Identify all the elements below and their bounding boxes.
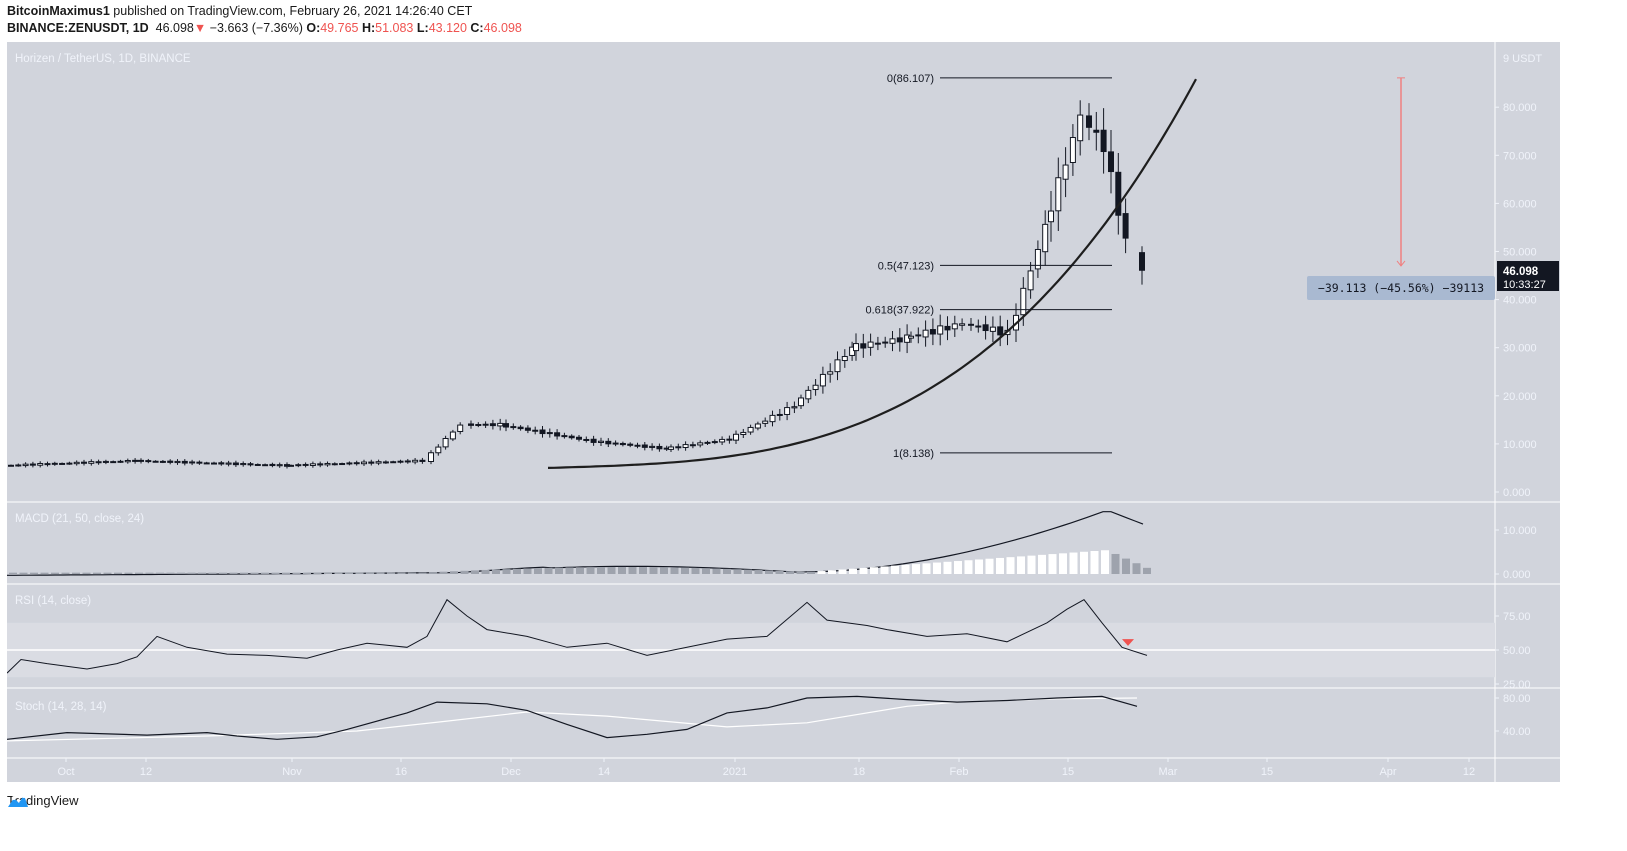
publish-info: BitcoinMaximus1 published on TradingView… (7, 4, 472, 18)
svg-text:30.000: 30.000 (1503, 343, 1537, 355)
high-value: 51.083 (375, 21, 414, 35)
svg-text:2021: 2021 (723, 766, 747, 778)
svg-text:0.000: 0.000 (1503, 569, 1531, 581)
svg-text:Dec: Dec (501, 766, 521, 778)
high-label: H: (361, 21, 376, 35)
svg-text:12: 12 (1463, 766, 1475, 778)
svg-text:46.098: 46.098 (1503, 266, 1539, 278)
down-arrow-icon: ▼ (193, 21, 207, 35)
svg-text:Apr: Apr (1379, 766, 1396, 778)
svg-text:40.00: 40.00 (1503, 726, 1531, 738)
svg-text:16: 16 (395, 766, 407, 778)
svg-text:0(86.107): 0(86.107) (887, 73, 934, 85)
svg-text:1(8.138): 1(8.138) (893, 448, 934, 460)
svg-text:Nov: Nov (282, 766, 302, 778)
svg-text:15: 15 (1261, 766, 1273, 778)
last-price: 46.098 (155, 21, 194, 35)
svg-text:15: 15 (1062, 766, 1074, 778)
open-value: 49.765 (320, 21, 359, 35)
price-change: −3.663 (−7.36%) (209, 21, 303, 35)
chart-container[interactable]: Horizen / TetherUS, 1D, BINANCE MACD (21,… (7, 42, 1560, 782)
open-label: O: (306, 21, 321, 35)
svg-text:0.618(37.922): 0.618(37.922) (866, 305, 935, 317)
svg-text:10:33:27: 10:33:27 (1503, 279, 1546, 291)
svg-text:75.00: 75.00 (1503, 611, 1531, 623)
svg-text:12: 12 (140, 766, 152, 778)
svg-text:−39.113 (−45.56%) −39113: −39.113 (−45.56%) −39113 (1318, 281, 1484, 295)
publisher-name: BitcoinMaximus1 (7, 4, 110, 18)
svg-text:Stoch (14, 28, 14): Stoch (14, 28, 14) (15, 701, 107, 713)
svg-text:MACD (21, 50, close, 24): MACD (21, 50, close, 24) (15, 513, 144, 525)
svg-text:18: 18 (853, 766, 865, 778)
low-label: L: (416, 21, 429, 35)
svg-text:20.000: 20.000 (1503, 391, 1537, 403)
svg-text:10.000: 10.000 (1503, 439, 1537, 451)
svg-text:Horizen / TetherUS, 1D, BINANC: Horizen / TetherUS, 1D, BINANCE (15, 53, 191, 65)
svg-text:50.00: 50.00 (1503, 645, 1531, 657)
svg-text:80.00: 80.00 (1503, 693, 1531, 705)
svg-text:Mar: Mar (1159, 766, 1178, 778)
close-label: C: (470, 21, 484, 35)
close-value: 46.098 (483, 21, 522, 35)
tradingview-logo[interactable]: TradingView (7, 793, 79, 808)
low-value: 43.120 (428, 21, 467, 35)
svg-text:40.000: 40.000 (1503, 295, 1537, 307)
svg-text:50.000: 50.000 (1503, 247, 1537, 259)
svg-text:0.000: 0.000 (1503, 487, 1531, 499)
publish-text: published on TradingView.com, February 2… (109, 4, 473, 18)
svg-text:0.5(47.123): 0.5(47.123) (878, 260, 934, 272)
svg-text:Feb: Feb (950, 766, 969, 778)
svg-text:80.000: 80.000 (1503, 102, 1537, 114)
svg-text:25.00: 25.00 (1503, 679, 1531, 691)
svg-text:RSI (14, close): RSI (14, close) (15, 595, 91, 607)
svg-text:70.000: 70.000 (1503, 150, 1537, 162)
svg-text:Oct: Oct (57, 766, 74, 778)
symbol: BINANCE:ZENUSDT, 1D (7, 21, 149, 35)
svg-text:14: 14 (598, 766, 610, 778)
svg-text:9 USDT: 9 USDT (1503, 53, 1542, 65)
symbol-info: BINANCE:ZENUSDT, 1D 46.098▼ −3.663 (−7.3… (7, 21, 522, 35)
chart-canvas[interactable]: Horizen / TetherUS, 1D, BINANCE MACD (21,… (7, 42, 1560, 782)
svg-text:60.000: 60.000 (1503, 198, 1537, 210)
tradingview-logo-icon (8, 794, 28, 807)
svg-text:10.000: 10.000 (1503, 525, 1537, 537)
